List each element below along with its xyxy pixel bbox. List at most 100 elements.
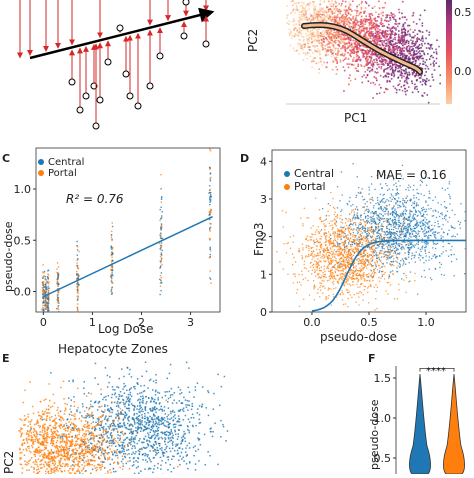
cell-point (414, 29, 416, 31)
cell-point (413, 61, 415, 63)
cell-point (358, 30, 360, 32)
scatter-point (342, 312, 343, 313)
scatter-point (425, 253, 426, 254)
cell-point (310, 16, 312, 18)
cell-point (331, 20, 333, 22)
cell-point (417, 40, 419, 42)
scatter-point (326, 215, 327, 216)
scatter-point (419, 253, 420, 254)
cell-point (317, 31, 319, 33)
scatter-point (343, 274, 344, 275)
scatter-point (381, 253, 382, 254)
cell-point (402, 50, 404, 52)
scatter-point (334, 236, 335, 237)
scatter-point (161, 199, 162, 200)
scatter-point (301, 270, 302, 271)
cell-point (301, 20, 303, 22)
cell-point (387, 80, 389, 82)
cell-point (422, 31, 424, 33)
scatter-point (367, 229, 368, 230)
cell-point (372, 38, 374, 40)
scatter-point (349, 276, 350, 277)
cell-point (324, 45, 326, 47)
scatter-point (353, 223, 354, 224)
cell-point (382, 32, 384, 34)
scatter-point (318, 277, 319, 278)
cell-point (326, 66, 328, 68)
cell-point (397, 42, 399, 44)
scatter-point (332, 225, 333, 226)
cell-point (309, 49, 311, 51)
cell-point (420, 47, 422, 49)
cell-point (384, 2, 386, 4)
scatter-point (424, 211, 425, 212)
scatter-point (425, 229, 426, 230)
cell-point (321, 39, 323, 41)
scatter-point (411, 255, 412, 256)
scatter-point (210, 250, 211, 251)
cell-point (345, 1, 347, 3)
cell-point (417, 37, 419, 39)
scatter-point (362, 196, 363, 197)
scatter-point (320, 257, 321, 258)
scatter-point (343, 263, 344, 264)
scatter-point (351, 279, 352, 280)
scatter-point (389, 204, 390, 205)
cell-point (339, 9, 341, 11)
scatter-point (380, 236, 381, 237)
cell-point (392, 64, 394, 66)
cell-point (314, 38, 316, 40)
cell-point (332, 19, 334, 21)
scatter-point (405, 230, 406, 231)
scatter-point (436, 244, 437, 245)
cell-point (368, 19, 370, 21)
scatter-point (429, 193, 430, 194)
scatter-point (341, 209, 342, 210)
cell-point (391, 13, 393, 15)
scatter-point (210, 177, 211, 178)
cell-point (309, 31, 311, 33)
cell-point (409, 34, 411, 36)
scatter-point (335, 211, 336, 212)
scatter-point (404, 226, 405, 227)
cell-point (351, 44, 353, 46)
scatter-point (354, 212, 355, 213)
scatter-point (426, 185, 427, 186)
scatter-point (44, 294, 45, 295)
cell-point (370, 33, 372, 35)
cell-point (363, 11, 365, 13)
cell-point (395, 27, 397, 29)
cell-point (375, 58, 377, 60)
scatter-point (341, 276, 342, 277)
scatter-point (371, 274, 372, 275)
cell-point (334, 47, 336, 49)
scatter-point (424, 224, 425, 225)
cell-point (357, 48, 359, 50)
cell-point (325, 55, 327, 57)
scatter-point (426, 222, 427, 223)
scatter-point (411, 205, 412, 206)
cell-point (326, 34, 328, 36)
cell-point (322, 17, 324, 19)
scatter-point (342, 292, 343, 293)
scatter-point (45, 282, 46, 283)
cell-point (401, 13, 403, 15)
cell-point (410, 55, 412, 57)
cell-point (371, 63, 373, 65)
cell-point (416, 80, 418, 82)
cell-point (338, 11, 340, 13)
scatter-point (386, 259, 387, 260)
cell-point (414, 86, 416, 88)
cell-point (306, 35, 308, 37)
cell-point (332, 38, 334, 40)
scatter-point (399, 264, 400, 265)
cell-point (340, 61, 342, 63)
cell-point (372, 35, 374, 37)
scatter-point (306, 268, 307, 269)
scatter-point (292, 242, 293, 243)
cell-point (337, 54, 339, 56)
cell-point (323, 12, 325, 14)
cell-point (382, 35, 384, 37)
scatter-point (313, 243, 314, 244)
cell-point (370, 20, 372, 22)
